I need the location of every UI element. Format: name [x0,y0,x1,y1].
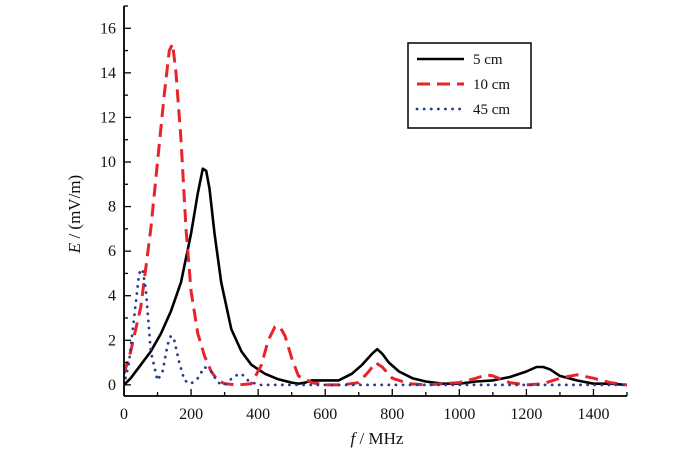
y-tick-label: 16 [100,20,116,37]
y-axis-title: E / (mV/m) [65,175,84,254]
tick-labels: 0 200 400 600 800 1000 1200 1400 0 2 4 6 8 10 12 14 16 [100,20,609,423]
series-line-2 [124,42,627,387]
y-tick-label: 12 [100,109,116,126]
x-tick-label: 800 [380,406,404,423]
series-curves [124,42,627,387]
series-line-1 [124,167,627,387]
x-tick-label: 1000 [443,406,475,423]
y-tick-label: 4 [108,288,116,305]
x-tick-label: 200 [179,406,203,423]
legend-label-1: 5 cm [473,52,503,68]
x-tick-label: 1400 [577,406,609,423]
y-tick-label: 14 [100,65,116,82]
legend-label-3: 45 cm [473,102,510,118]
y-tick-label: 8 [108,199,116,216]
x-tick-label: 0 [120,406,128,423]
axes [123,5,628,397]
y-tick-label: 6 [108,243,116,260]
y-tick-label: 2 [108,332,116,349]
y-tick-label: 10 [100,154,116,171]
x-tick-label: 400 [246,406,270,423]
y-tick-label: 0 [108,377,116,394]
legend: 5 cm 10 cm 45 cm [407,42,532,129]
series-line-3 [124,267,627,387]
x-tick-label: 600 [313,406,337,423]
x-axis-title: f / MHz [351,429,404,448]
legend-label-2: 10 cm [473,77,510,93]
x-tick-label: 1200 [510,406,542,423]
